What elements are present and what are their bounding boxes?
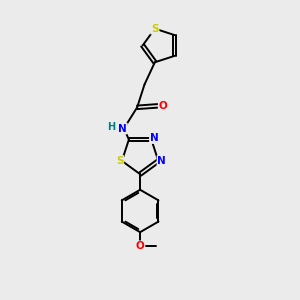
Text: S: S [116,156,123,166]
Text: H: H [107,122,115,132]
Text: O: O [159,101,167,111]
Text: N: N [150,133,159,143]
Text: N: N [118,124,127,134]
Text: N: N [158,156,166,166]
Text: O: O [136,241,145,251]
Text: S: S [151,24,159,34]
